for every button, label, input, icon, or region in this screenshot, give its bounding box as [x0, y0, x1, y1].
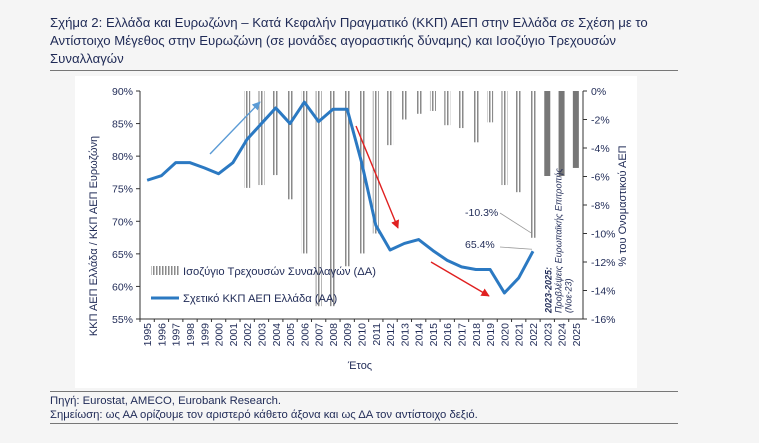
annotation-leader-line — [499, 246, 533, 250]
x-tick-label: 2007 — [314, 323, 326, 347]
forecast-annotation-line: (Νοε-23) — [563, 279, 573, 313]
annotation-bar-value: -10.3% — [465, 207, 498, 219]
trend-arrow-down-2 — [430, 261, 490, 297]
current-account-bar — [415, 91, 422, 114]
annotation-leader-bar — [499, 212, 532, 234]
title-rule-top — [50, 70, 678, 71]
current-account-bar — [287, 91, 294, 200]
x-tick-label: 2005 — [285, 323, 297, 347]
x-tick-label: 2016 — [442, 323, 454, 347]
left-tick-label: 70% — [112, 216, 133, 228]
x-tick-label: 2012 — [385, 323, 397, 347]
legend-swatch-bars — [151, 266, 179, 275]
x-tick-label: 2009 — [342, 323, 354, 347]
source-note: Πηγή: Eurostat, AMECO, Eurobank Research… — [50, 395, 282, 407]
forecast-annotation-line: Προβλέψεις Ευρωπαϊκής Επιτροπής — [553, 168, 563, 313]
current-account-bar — [372, 91, 379, 234]
x-axis-title: Έτος — [347, 360, 372, 372]
left-tick-label: 65% — [112, 249, 133, 261]
x-tick-label: 2008 — [328, 323, 340, 347]
current-account-bar — [429, 91, 436, 111]
current-account-bar — [258, 91, 265, 186]
right-tick-label: 0% — [591, 86, 606, 98]
x-tick-label: 2011 — [371, 323, 383, 346]
current-account-bar — [572, 91, 579, 168]
current-account-bar — [401, 91, 408, 120]
left-axis-title: ΚΚΠ ΑΕΠ Ελλάδα / ΚΚΠ ΑΕΠ Ευρωζώνη — [88, 136, 100, 336]
left-tick-label: 55% — [112, 314, 133, 326]
annotation-line-value: 65.4% — [465, 239, 495, 251]
legend-label-line: Σχετικό ΚΚΠ ΑΕΠ Ελλάδα (ΑΑ) — [183, 293, 337, 305]
x-tick-label: 2017 — [457, 323, 469, 347]
trend-arrow-up — [209, 101, 261, 155]
axis-note: Σημείωση: ως ΑΑ ορίζουμε τον αριστερό κά… — [50, 409, 478, 421]
right-tick-label: -6% — [591, 172, 610, 184]
right-tick-label: -10% — [591, 229, 616, 241]
current-account-bar — [301, 91, 308, 254]
current-account-bar — [444, 91, 451, 126]
forecast-annotation: 2023-2025:Προβλέψεις Ευρωπαϊκής Επιτροπή… — [543, 168, 573, 314]
current-account-bar — [387, 91, 394, 146]
right-tick-label: -16% — [591, 314, 616, 326]
current-account-bar — [529, 91, 536, 238]
x-tick-label: 1995 — [142, 323, 154, 347]
left-tick-label: 75% — [112, 184, 133, 196]
chart-title: Σχήμα 2: Ελλάδα και Ευρωζώνη – Κατά Κεφα… — [50, 15, 648, 66]
legend-label-bars: Ισοζύγιο Τρεχουσών Συναλλαγών (ΔΑ) — [183, 266, 376, 278]
footer-rule — [50, 391, 678, 392]
x-tick-label: 2001 — [228, 323, 240, 347]
current-account-bar — [558, 91, 565, 177]
x-tick-label: 1999 — [199, 323, 211, 347]
chart-svg: 55% 60% 65% 70% 75% 80% 85% 90% -16% -14% -12% -10%… — [88, 86, 629, 372]
x-tick-label: 2004 — [271, 323, 283, 347]
x-tick-label: 2014 — [414, 323, 426, 347]
x-tick-label: 2023 — [542, 323, 554, 347]
x-tick-label: 2021 — [514, 323, 526, 347]
chart-area: 55% 60% 65% 70% 75% 80% 85% 90% -16% -14% -12% -10%… — [75, 76, 637, 388]
x-tick-label: 2006 — [299, 323, 311, 347]
current-account-bar — [315, 91, 322, 307]
left-tick-label: 90% — [112, 86, 133, 98]
current-account-bar — [458, 91, 465, 129]
right-tick-label: -14% — [591, 286, 616, 298]
right-tick-label: -8% — [591, 200, 610, 212]
x-tick-label: 2010 — [357, 323, 369, 347]
current-account-bar — [544, 91, 551, 188]
current-account-bar — [501, 91, 508, 186]
x-tick-label: 2000 — [214, 323, 226, 347]
x-tick-label: 2015 — [428, 323, 440, 347]
trend-arrow-down-1 — [355, 125, 400, 229]
current-account-bar — [487, 91, 494, 123]
footer-rule-bottom — [50, 423, 678, 424]
right-tick-label: -2% — [591, 115, 610, 127]
x-tick-label: 1997 — [171, 323, 183, 347]
current-account-bar — [272, 91, 279, 176]
right-axis-title: % του Ονομαστικού ΑΕΠ — [617, 145, 629, 266]
left-tick-label: 80% — [112, 151, 133, 163]
current-account-bar — [472, 91, 479, 143]
x-tick-label: 2018 — [471, 323, 483, 347]
relative-gdp-line — [146, 100, 535, 295]
x-tick-label: 1996 — [156, 323, 168, 347]
current-account-bar — [358, 91, 365, 254]
x-tick-label: 2013 — [399, 323, 411, 347]
x-tick-label: 1998 — [185, 323, 197, 347]
forecast-annotation-bg — [540, 176, 581, 314]
x-tick-label: 2003 — [256, 323, 268, 347]
current-account-bar — [329, 91, 336, 307]
x-tick-label: 2020 — [499, 323, 511, 347]
current-account-bar — [515, 91, 522, 193]
forecast-annotation-line: 2023-2025: — [543, 267, 553, 314]
current-account-bar — [344, 91, 351, 267]
x-tick-label: 2022 — [528, 323, 540, 347]
left-tick-label: 60% — [112, 281, 133, 293]
left-tick-label: 85% — [112, 119, 133, 131]
right-tick-label: -12% — [591, 257, 616, 269]
x-tick-label: 2002 — [242, 323, 254, 347]
x-tick-label: 2025 — [571, 323, 583, 347]
right-tick-label: -4% — [591, 143, 610, 155]
x-tick-label: 2019 — [485, 323, 497, 347]
x-tick-label: 2024 — [557, 323, 569, 347]
